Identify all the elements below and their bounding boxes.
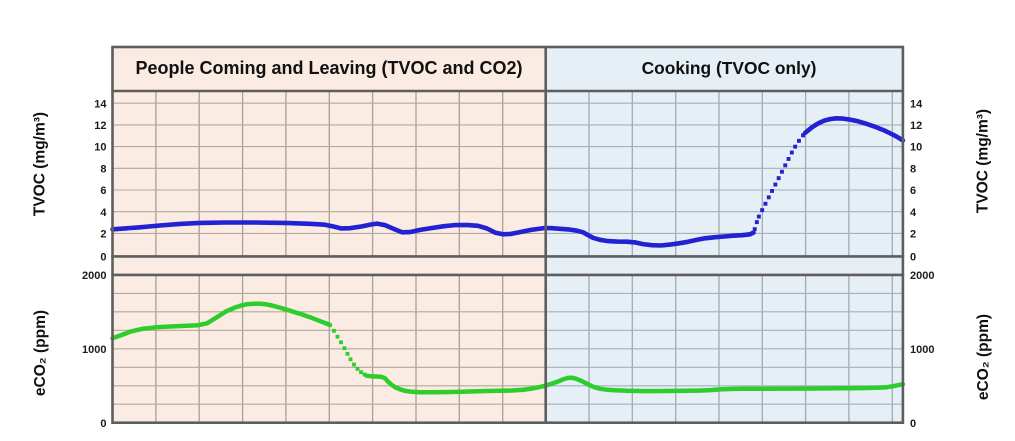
svg-text:0: 0 <box>910 252 916 264</box>
svg-text:12: 12 <box>910 120 922 132</box>
svg-text:2000: 2000 <box>910 270 934 282</box>
svg-text:6: 6 <box>100 185 106 197</box>
svg-text:4: 4 <box>910 207 917 219</box>
svg-text:10: 10 <box>94 142 106 154</box>
svg-text:eCO₂ (ppm): eCO₂ (ppm) <box>975 314 992 400</box>
svg-text:1000: 1000 <box>82 344 106 356</box>
svg-text:14: 14 <box>910 98 923 110</box>
svg-text:10: 10 <box>910 142 922 154</box>
svg-text:12: 12 <box>94 120 106 132</box>
svg-text:2000: 2000 <box>82 270 106 282</box>
svg-text:People Coming and Leaving (TVO: People Coming and Leaving (TVOC and CO2) <box>135 58 522 78</box>
svg-text:2: 2 <box>100 229 106 241</box>
svg-text:eCO₂ (ppm): eCO₂ (ppm) <box>32 310 49 396</box>
svg-text:TVOC (mg/m³): TVOC (mg/m³) <box>32 112 49 216</box>
svg-text:8: 8 <box>910 163 916 175</box>
svg-text:Cooking (TVOC only): Cooking (TVOC only) <box>642 58 817 78</box>
svg-text:1000: 1000 <box>910 344 934 356</box>
svg-text:2: 2 <box>910 229 916 241</box>
svg-text:0: 0 <box>910 418 916 430</box>
svg-text:4: 4 <box>100 207 107 219</box>
svg-text:14: 14 <box>94 98 107 110</box>
svg-text:0: 0 <box>100 418 106 430</box>
svg-text:0: 0 <box>100 252 106 264</box>
svg-text:TVOC (mg/m³): TVOC (mg/m³) <box>975 109 992 213</box>
svg-text:6: 6 <box>910 185 916 197</box>
svg-text:8: 8 <box>100 163 106 175</box>
